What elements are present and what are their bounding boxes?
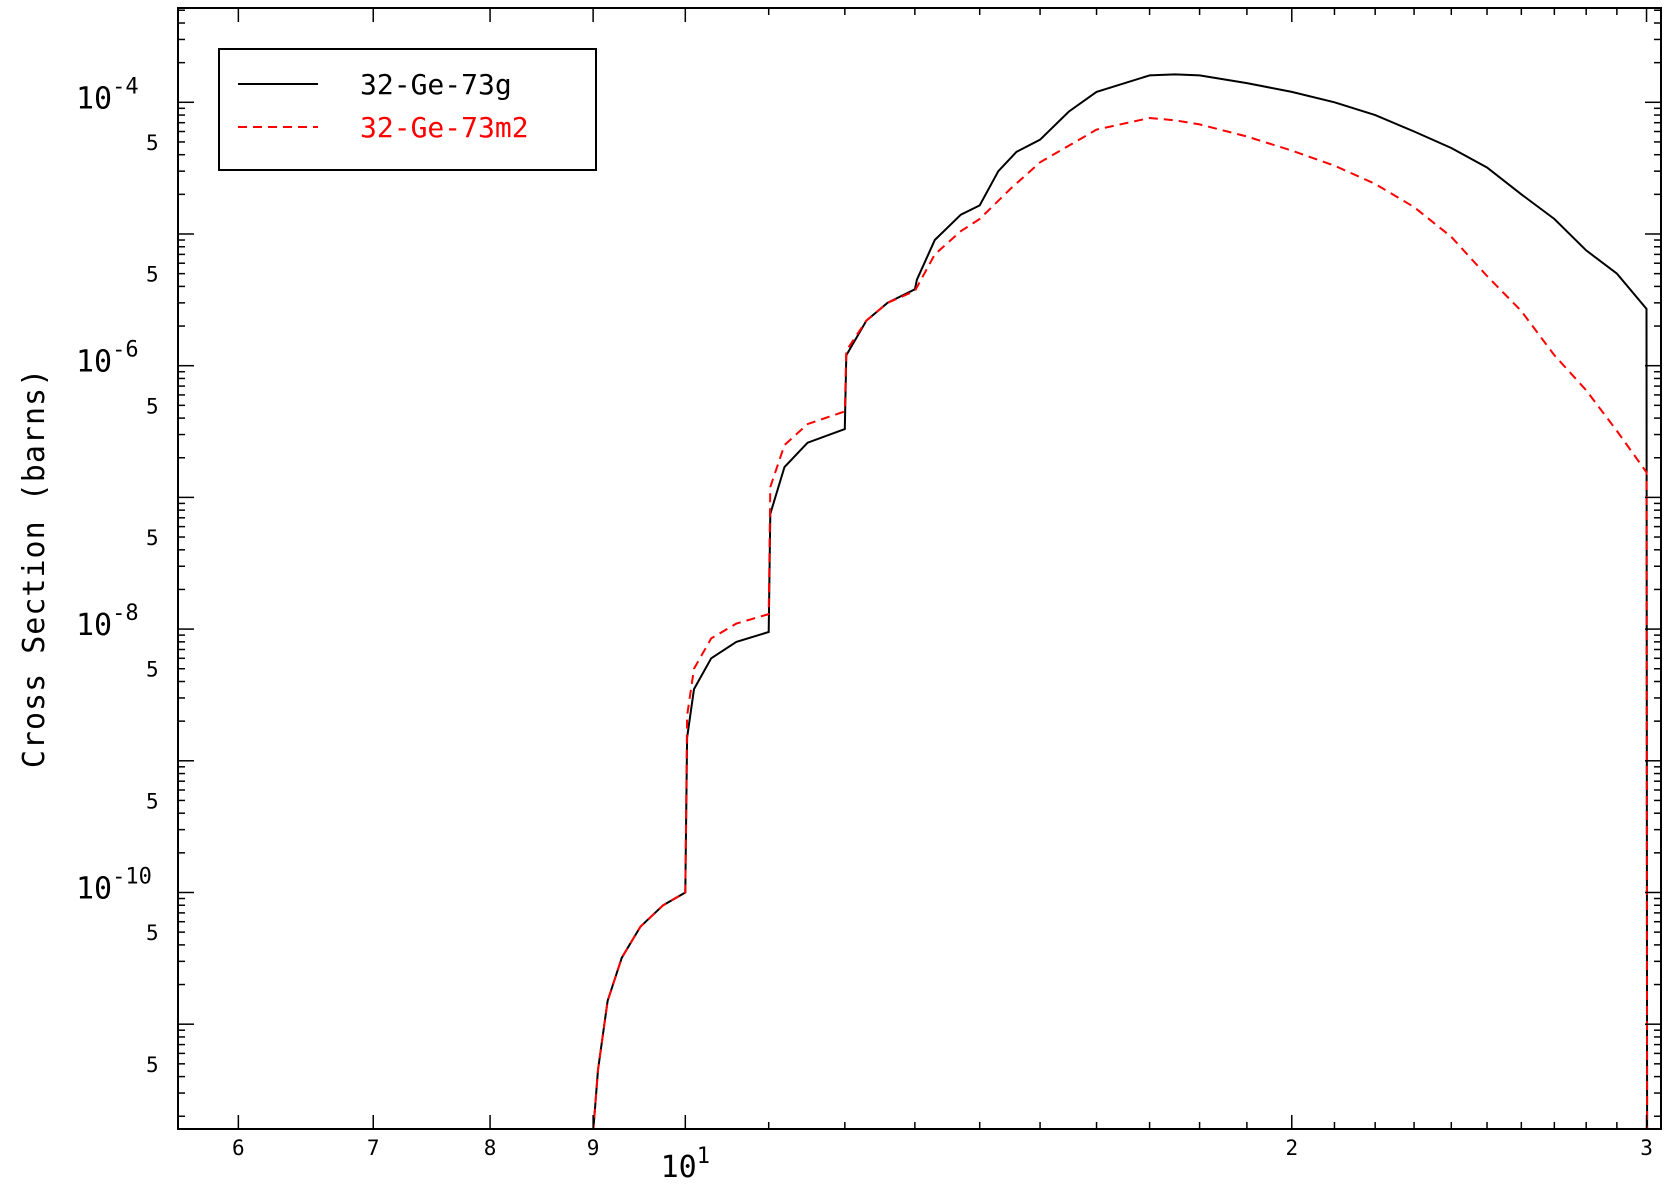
y-tick-label: 5 — [146, 658, 159, 682]
y-axis-label: Cross Section (barns) — [17, 368, 52, 768]
legend-label-ge73g: 32-Ge-73g — [360, 68, 512, 101]
legend-box — [218, 48, 597, 171]
y-tick-label: 10-8 — [76, 601, 139, 643]
y-tick-label: 5 — [146, 263, 159, 287]
y-tick-label: 10-10 — [76, 864, 152, 906]
axis-ticks — [178, 8, 1661, 1129]
y-tick-label: 5 — [146, 394, 159, 418]
x-tick-label: 8 — [484, 1136, 497, 1160]
x-tick-labels: 6 7 8 9 101 2 3 — [232, 1136, 1653, 1185]
legend: 32-Ge-73g 32-Ge-73m2 — [218, 48, 597, 171]
y-tick-labels: 10-4 5 5 10-6 5 5 10-8 5 5 10-10 5 5 — [76, 74, 159, 1077]
plot-frame — [177, 7, 1662, 1130]
y-tick-label: 5 — [146, 1053, 159, 1077]
y-tick-label: 10-6 — [76, 338, 139, 380]
series-line-0 — [592, 73, 1649, 1129]
y-tick-label: 5 — [146, 526, 159, 550]
y-tick-label: 10-4 — [76, 74, 139, 116]
legend-label-ge73m2: 32-Ge-73m2 — [360, 111, 529, 144]
x-tick-label: 9 — [587, 1136, 600, 1160]
series-line-1 — [592, 116, 1649, 1129]
y-tick-label: 5 — [146, 789, 159, 813]
x-tick-label: 101 — [661, 1144, 710, 1185]
plot-curves — [592, 73, 1649, 1129]
y-tick-label: 5 — [146, 921, 159, 945]
x-tick-label: 2 — [1285, 1136, 1298, 1160]
x-tick-label: 6 — [232, 1136, 245, 1160]
x-tick-label: 7 — [367, 1136, 380, 1160]
x-tick-label: 3 — [1640, 1136, 1653, 1160]
y-tick-label: 5 — [146, 131, 159, 155]
